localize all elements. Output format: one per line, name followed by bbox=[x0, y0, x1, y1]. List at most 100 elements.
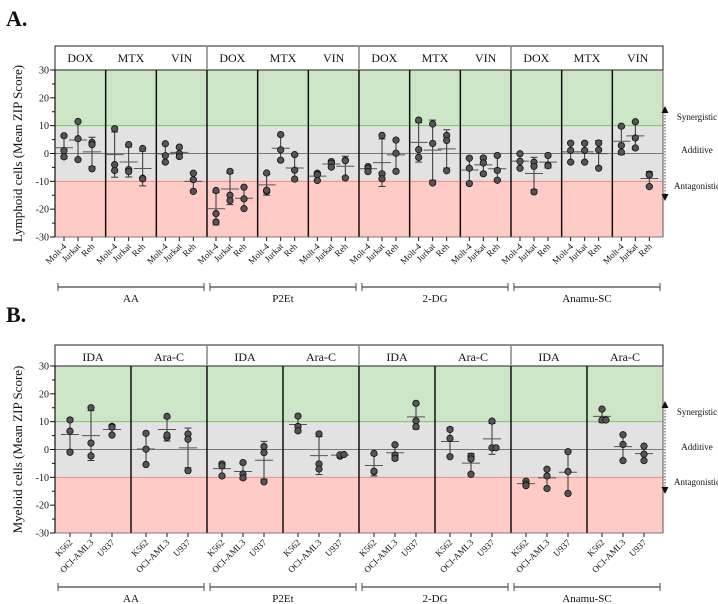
data-point bbox=[467, 470, 475, 478]
data-point bbox=[544, 151, 552, 160]
x-tick-label: U937 bbox=[551, 537, 573, 559]
drug-header-vin: VIN bbox=[627, 51, 649, 65]
data-point bbox=[142, 445, 150, 453]
data-point bbox=[543, 484, 551, 493]
data-point bbox=[392, 149, 400, 157]
data-point bbox=[175, 143, 183, 151]
legend-additive: Additive bbox=[681, 442, 713, 452]
data-point bbox=[74, 117, 82, 126]
y-axis-label: Myeloid cells (Mean ZIP Score) bbox=[10, 366, 25, 534]
group-label: P2Et bbox=[272, 293, 293, 305]
data-point bbox=[446, 453, 454, 461]
data-point bbox=[74, 135, 82, 143]
data-point bbox=[619, 431, 627, 439]
data-point bbox=[189, 169, 197, 177]
data-point bbox=[341, 157, 349, 165]
x-tick-label: U937 bbox=[95, 537, 117, 559]
drug-header-ara-c: Ara-C bbox=[306, 350, 336, 364]
data-point bbox=[415, 116, 423, 124]
group-label: P2Et bbox=[272, 593, 293, 604]
x-tick-label: Reh bbox=[484, 241, 502, 259]
data-point bbox=[412, 423, 420, 431]
data-point bbox=[391, 441, 399, 449]
x-tick-label: Reh bbox=[383, 241, 401, 259]
drug-header-mtx: MTX bbox=[574, 51, 601, 65]
data-point bbox=[218, 462, 226, 470]
legend-antagonistic: Antagonistic bbox=[674, 477, 718, 487]
drug-header-mtx: MTX bbox=[270, 51, 297, 65]
drug-header-ida: IDA bbox=[82, 350, 104, 364]
data-point bbox=[239, 458, 247, 467]
data-point bbox=[161, 152, 169, 160]
data-point bbox=[277, 156, 285, 164]
data-point bbox=[564, 448, 572, 456]
panel-b: B. 30 20 10 0 -10 -20 -30 Myeloid cells (Mean ZI… bbox=[6, 302, 718, 604]
panel-label: A. bbox=[6, 6, 27, 31]
data-point bbox=[189, 176, 197, 184]
data-point bbox=[598, 405, 606, 413]
group-label: AA bbox=[123, 593, 139, 604]
data-point bbox=[139, 175, 147, 183]
data-point bbox=[493, 151, 501, 160]
drug-header-dox: DOX bbox=[371, 51, 397, 65]
data-point bbox=[315, 465, 323, 473]
arrow-down-icon bbox=[661, 487, 669, 494]
data-point bbox=[429, 120, 437, 128]
y-tick-label: -10 bbox=[36, 473, 49, 484]
y-tick-label: 10 bbox=[39, 417, 49, 428]
data-point bbox=[415, 146, 423, 154]
data-point bbox=[111, 161, 119, 169]
arrow-up-icon bbox=[661, 401, 669, 408]
data-point bbox=[516, 150, 524, 158]
data-point bbox=[640, 442, 648, 450]
data-point bbox=[313, 176, 321, 185]
panel-a: A. 30 20 10 0 -10 -20 -30 Lymphoid cells (Mean Z… bbox=[6, 6, 718, 305]
drug-header-dox: DOX bbox=[523, 51, 549, 65]
arrow-up-icon bbox=[661, 106, 669, 113]
data-point bbox=[66, 427, 74, 435]
data-point bbox=[108, 431, 116, 439]
x-tick-label: Reh bbox=[586, 241, 604, 259]
data-point bbox=[595, 164, 603, 172]
drug-header-vin: VIN bbox=[475, 51, 497, 65]
x-tick-label: Reh bbox=[282, 241, 300, 259]
y-tick-label: 30 bbox=[39, 66, 49, 77]
data-point bbox=[392, 136, 400, 144]
panel-label: B. bbox=[6, 302, 26, 327]
data-point bbox=[564, 467, 572, 476]
y-tick-label: -20 bbox=[36, 501, 49, 512]
data-point bbox=[341, 174, 349, 182]
data-point bbox=[645, 183, 653, 191]
y-tick-label: 0 bbox=[44, 149, 49, 160]
y-tick-label: -30 bbox=[36, 529, 49, 540]
data-point bbox=[564, 489, 572, 498]
data-point bbox=[60, 132, 68, 140]
data-point bbox=[139, 144, 147, 153]
data-point bbox=[142, 460, 150, 469]
x-tick-label: Reh bbox=[180, 241, 198, 259]
data-point bbox=[631, 134, 639, 142]
data-point bbox=[595, 146, 603, 154]
data-point bbox=[87, 452, 95, 460]
data-point bbox=[239, 474, 247, 482]
data-point bbox=[581, 139, 589, 147]
data-point bbox=[443, 136, 451, 145]
x-tick-label: Reh bbox=[231, 241, 249, 259]
data-point bbox=[74, 156, 82, 164]
data-point bbox=[631, 118, 639, 126]
data-point bbox=[465, 154, 473, 162]
x-tick-label: Reh bbox=[535, 241, 553, 259]
data-point bbox=[88, 165, 96, 173]
data-point bbox=[184, 435, 192, 443]
drug-header-ida: IDA bbox=[386, 350, 408, 364]
group-label: Anamu-SC bbox=[562, 293, 612, 305]
data-point bbox=[595, 139, 603, 147]
legend-antagonistic: Antagonistic bbox=[674, 181, 718, 191]
data-point bbox=[294, 427, 302, 435]
arrow-down-icon bbox=[661, 194, 669, 201]
data-point bbox=[415, 153, 423, 161]
data-point bbox=[184, 467, 192, 475]
legend-synergistic: Synergistic bbox=[677, 407, 717, 417]
data-point bbox=[260, 448, 268, 457]
y-tick-label: 20 bbox=[39, 93, 49, 104]
